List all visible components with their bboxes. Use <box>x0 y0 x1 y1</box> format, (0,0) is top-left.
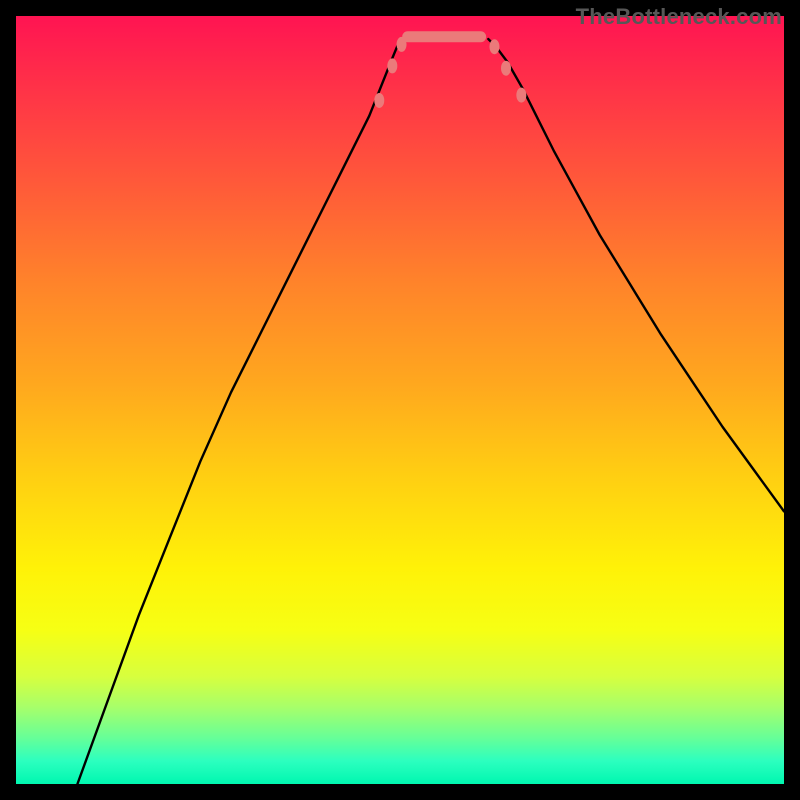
marker-bead <box>374 93 384 108</box>
bottleneck-plot-svg <box>0 0 800 800</box>
marker-bead <box>397 37 407 52</box>
chart-frame: TheBottleneck.com <box>0 0 800 800</box>
marker-bead <box>387 58 397 73</box>
gradient-background <box>16 16 784 784</box>
watermark-text: TheBottleneck.com <box>576 4 782 30</box>
marker-bead <box>501 61 511 76</box>
marker-bead <box>516 88 526 103</box>
marker-bead <box>489 39 499 54</box>
